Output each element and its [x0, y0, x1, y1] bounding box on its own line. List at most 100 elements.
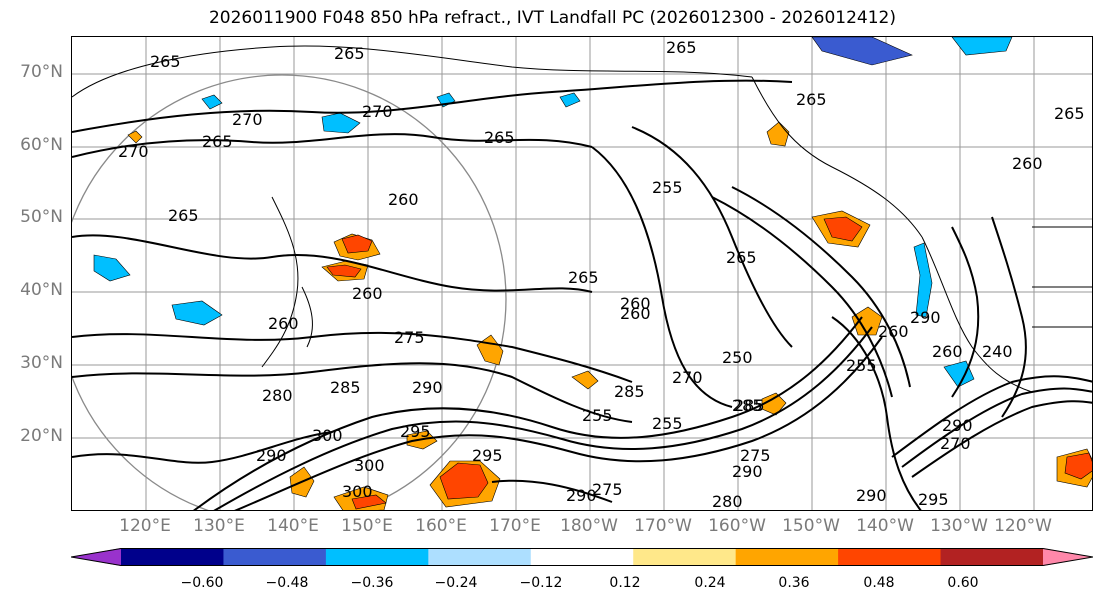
- lon-label-160e: 160°E: [415, 516, 467, 536]
- contour-label: 285: [330, 378, 361, 397]
- contour-label: 285: [614, 382, 645, 401]
- colorbar-tick: 0.12: [609, 575, 641, 591]
- contour-label: 290: [256, 446, 287, 465]
- lat-label-30n: 30°N: [20, 353, 63, 373]
- contour-label: 255: [846, 356, 877, 375]
- contour-label: 295: [918, 490, 949, 509]
- contour-label: 260: [352, 284, 383, 303]
- colorbar-tick: 0.48: [863, 575, 895, 591]
- contour-label: 265: [150, 52, 181, 71]
- contour-label: 260: [1012, 154, 1043, 173]
- colorbar-segment: [735, 548, 839, 566]
- contour-label: 270: [118, 142, 149, 161]
- colorbar-tick: −0.36: [350, 575, 394, 591]
- colorbar-segment: [428, 548, 532, 566]
- contour-label: 290: [732, 462, 763, 481]
- colorbar-tick: 0.24: [694, 575, 726, 591]
- contour-label: 265: [666, 38, 697, 57]
- colorbar-segment: [940, 548, 1044, 566]
- contour-label: 290: [566, 486, 597, 505]
- lat-label-20n: 20°N: [20, 426, 63, 446]
- lon-label-160w: 160°W: [708, 516, 766, 536]
- contour-label: 290: [942, 416, 973, 435]
- contour-label: 255: [582, 406, 613, 425]
- refractivity-contours: [72, 79, 1092, 510]
- colorbar: [71, 548, 1093, 566]
- contour-label: 290: [910, 308, 941, 327]
- contour-label: 300: [354, 456, 385, 475]
- contour-label: 265: [168, 206, 199, 225]
- lon-label-130w: 130°W: [930, 516, 988, 536]
- coastlines: [72, 45, 1092, 393]
- contour-label: 270: [672, 368, 703, 387]
- lon-label-120e: 120°E: [119, 516, 171, 536]
- contour-label: 265: [202, 132, 233, 151]
- colorbar-segment: [223, 548, 327, 566]
- contour-label: 290: [412, 378, 443, 397]
- colorbar-extend-low: [71, 548, 121, 566]
- contour-label: 260: [268, 314, 299, 333]
- contour-label: 265: [1054, 104, 1085, 123]
- colorbar-tick: −0.60: [180, 575, 224, 591]
- contour-label-layer: 265 265 265 270 270 270 265 265 260 265 …: [118, 38, 1085, 511]
- contour-label: 275: [592, 480, 623, 499]
- lon-label-170w: 170°W: [634, 516, 692, 536]
- contour-label: 275: [740, 446, 771, 465]
- contour-label: 265: [726, 248, 757, 267]
- contour-label: 265: [568, 268, 599, 287]
- lat-label-40n: 40°N: [20, 280, 63, 300]
- map-panel: 265 265 265 270 270 270 265 265 260 265 …: [71, 36, 1093, 511]
- lon-label-150e: 150°E: [341, 516, 393, 536]
- contour-label: 260: [878, 322, 909, 341]
- colorbar-segment: [325, 548, 429, 566]
- colorbar-segment: [530, 548, 634, 566]
- lon-label-170e: 170°E: [489, 516, 541, 536]
- colorbar-segment: [838, 548, 942, 566]
- lon-label-180w: 180°W: [560, 516, 618, 536]
- contour-label: 275: [394, 328, 425, 347]
- lat-label-60n: 60°N: [20, 135, 63, 155]
- contour-label: 260: [932, 342, 963, 361]
- colorbar-tick: −0.12: [519, 575, 563, 591]
- contour-label: 280: [712, 492, 743, 511]
- contour-label: 260: [620, 294, 651, 313]
- contour-label: 240: [982, 342, 1013, 361]
- contour-label: 295: [400, 422, 431, 441]
- contour-label: 260: [620, 304, 651, 323]
- contour-label: 300: [342, 482, 373, 501]
- contour-label: 270: [362, 102, 393, 121]
- contour-label: 260: [388, 190, 419, 209]
- contour-label: 285: [732, 396, 763, 415]
- contour-label: 270: [940, 434, 971, 453]
- lon-label-140e: 140°E: [267, 516, 319, 536]
- contour-label: 295: [472, 446, 503, 465]
- contour-label: 300: [312, 426, 343, 445]
- colorbar-tick: 0.36: [778, 575, 810, 591]
- range-circle: [72, 74, 507, 510]
- colorbar-outline: [71, 548, 1093, 566]
- contour-label: 285: [734, 396, 765, 415]
- lat-label-70n: 70°N: [20, 62, 63, 82]
- contour-label: 265: [796, 90, 827, 109]
- colorbar-segment: [121, 548, 224, 566]
- lon-label-140w: 140°W: [856, 516, 914, 536]
- contour-label: 280: [262, 386, 293, 405]
- contour-label: 290: [856, 486, 887, 505]
- colorbar-tick: −0.24: [434, 575, 478, 591]
- lon-label-150w: 150°W: [782, 516, 840, 536]
- contour-label: 250: [722, 348, 753, 367]
- map-canvas: 265 265 265 270 270 270 265 265 260 265 …: [72, 37, 1092, 511]
- lon-label-120w: 120°W: [994, 516, 1052, 536]
- contour-label: 255: [652, 178, 683, 197]
- colorbar-extend-high: [1043, 548, 1093, 566]
- contour-label: 255: [652, 414, 683, 433]
- contour-label: 270: [232, 110, 263, 129]
- lon-label-130e: 130°E: [193, 516, 245, 536]
- colorbar-segment: [633, 548, 737, 566]
- colorbar-tick: −0.48: [265, 575, 309, 591]
- lat-label-50n: 50°N: [20, 207, 63, 227]
- contour-label: 265: [484, 128, 515, 147]
- map-title: 2026011900 F048 850 hPa refract., IVT La…: [208, 8, 896, 28]
- contour-label: 265: [334, 44, 365, 63]
- colorbar-tick: 0.60: [947, 575, 979, 591]
